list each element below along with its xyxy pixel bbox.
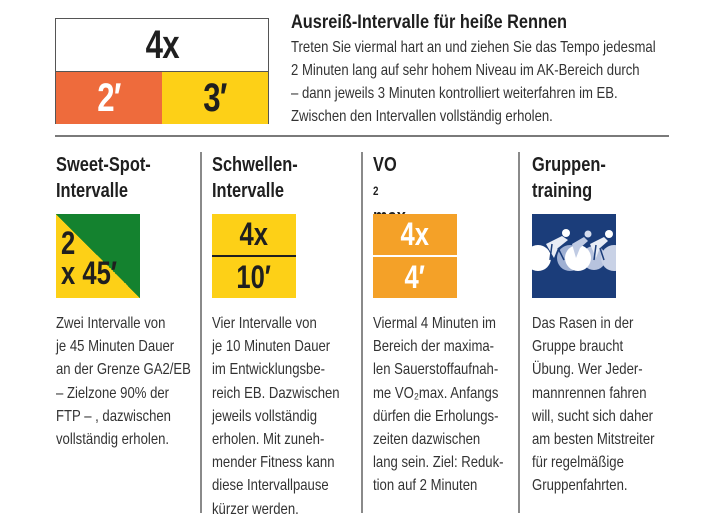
text-line: zeiten dazwischen: [373, 431, 481, 449]
hard-duration-label: 2′: [97, 75, 121, 120]
hard-duration-cell: 2′: [56, 72, 162, 124]
text-line: mender Fitness kann: [212, 454, 335, 472]
heading-line: Schwellen-: [212, 154, 298, 176]
text-line: reich EB. Dazwischen: [212, 384, 340, 402]
text-line: len Sauerstoffaufnah-: [373, 361, 499, 379]
text-line: für regelmäßige: [532, 454, 624, 472]
text-line: mannrennen fahren: [532, 384, 647, 402]
text-line: im Entwicklungsbe-: [212, 361, 326, 379]
reps-cell: 4x: [56, 19, 268, 72]
top-article: Ausreiß-Intervalle für heiße Rennen Tret…: [291, 12, 681, 128]
text-line: Gruppenfahrten.: [532, 477, 628, 495]
column-vo2max: VO2max- Intervalle 4x 4′ Viermal 4 Minut…: [373, 152, 504, 494]
tile-line: 2: [61, 225, 76, 261]
text-line: am besten Mitstreiter: [532, 431, 655, 449]
heading-part: VO: [373, 154, 397, 176]
column-paragraph: Das Rasen in der Gruppe braucht Übung. W…: [532, 312, 655, 498]
intervals-summary-box: 4x 2′ 3′: [55, 18, 269, 124]
text-line: an der Grenze GA2/EB: [56, 361, 191, 379]
heading-line: Intervalle: [56, 180, 129, 202]
column-divider: [518, 152, 520, 513]
easy-duration-cell: 3′: [162, 72, 268, 124]
tile-line: x 45′: [61, 255, 117, 291]
horizontal-divider: [55, 135, 669, 137]
tile-line: 10′: [236, 259, 272, 295]
text-line: Zwischen den Intervallen vollständig erh…: [291, 108, 553, 125]
text-line: Gruppe braucht: [532, 338, 624, 356]
text-line: Das Rasen in der: [532, 315, 634, 332]
heading-line: Gruppen-: [532, 154, 606, 176]
text-line: Zwei Intervalle von: [56, 315, 166, 332]
threshold-tile: 4x 10′: [212, 214, 296, 298]
text-line: Bereich der maxima-: [373, 338, 495, 356]
heading-line: Sweet-Spot-: [56, 154, 151, 176]
group-training-tile: [532, 214, 616, 298]
text-line: je 10 Minuten Dauer: [212, 338, 331, 356]
column-divider: [200, 152, 202, 513]
column-divider: [361, 152, 363, 513]
text-line: Viermal 4 Minuten im: [373, 315, 496, 332]
text-line: tion auf 2 Minuten: [373, 477, 478, 495]
text-line: erholen. Mit zuneh-: [212, 431, 325, 449]
text-line: will, sucht sich daher: [532, 407, 654, 425]
heading-line: Intervalle: [212, 180, 285, 202]
top-heading: Ausreiß-Intervalle für heiße Rennen: [291, 12, 568, 33]
column-paragraph: Vier Intervalle von je 10 Minuten Dauer …: [212, 312, 340, 521]
column-group-training: Gruppen- training Das Rasen in der Grupp…: [532, 152, 655, 494]
tile-line: 4x: [400, 216, 430, 252]
column-heading: Schwellen- Intervalle: [212, 152, 298, 204]
easy-duration-label: 3′: [203, 75, 227, 120]
reps-label: 4x: [145, 22, 179, 67]
text-line: jeweils vollständig: [212, 407, 318, 425]
column-paragraph: Viermal 4 Minuten im Bereich der maxima-…: [373, 312, 504, 498]
text-line: je 45 Minuten Dauer: [56, 338, 175, 356]
text-line: me VO₂max. Anfangs: [373, 384, 499, 402]
top-paragraph: Treten Sie viermal hart an und ziehen Si…: [291, 36, 656, 128]
tile-line: 4x: [239, 216, 269, 252]
heading-line: training: [532, 180, 593, 202]
text-line: – Zielzone 90% der: [56, 384, 170, 402]
vo2max-tile: 4x 4′: [373, 214, 457, 298]
text-line: FTP – , dazwischen: [56, 407, 171, 425]
column-sweet-spot: Sweet-Spot- Intervalle 2 x 45′ Zwei Inte…: [56, 152, 191, 448]
text-line: Treten Sie viermal hart an und ziehen Si…: [291, 39, 656, 56]
sweet-spot-tile: 2 x 45′: [56, 214, 140, 298]
text-line: dürfen die Erholungs-: [373, 407, 499, 425]
column-threshold: Schwellen- Intervalle 4x 10′ Vier Interv…: [212, 152, 340, 518]
text-line: vollständig erholen.: [56, 431, 170, 449]
text-line: Übung. Wer Jeder-: [532, 361, 643, 379]
text-line: kürzer werden.: [212, 500, 299, 518]
text-line: – dann jeweils 3 Minuten kontrolliert we…: [291, 85, 618, 102]
text-line: diese Intervallpause: [212, 477, 329, 495]
heading-subscript: 2: [373, 184, 379, 198]
column-paragraph: Zwei Intervalle von je 45 Minuten Dauer …: [56, 312, 191, 451]
column-heading: Gruppen- training: [532, 152, 606, 204]
tile-line: 4′: [404, 259, 426, 295]
column-heading: Sweet-Spot- Intervalle: [56, 152, 151, 204]
text-line: 2 Minuten lang auf sehr hohem Niveau im …: [291, 62, 640, 79]
text-line: lang sein. Ziel: Reduk-: [373, 454, 504, 472]
cyclists-group-icon: [532, 229, 616, 271]
text-line: Vier Intervalle von: [212, 315, 317, 332]
